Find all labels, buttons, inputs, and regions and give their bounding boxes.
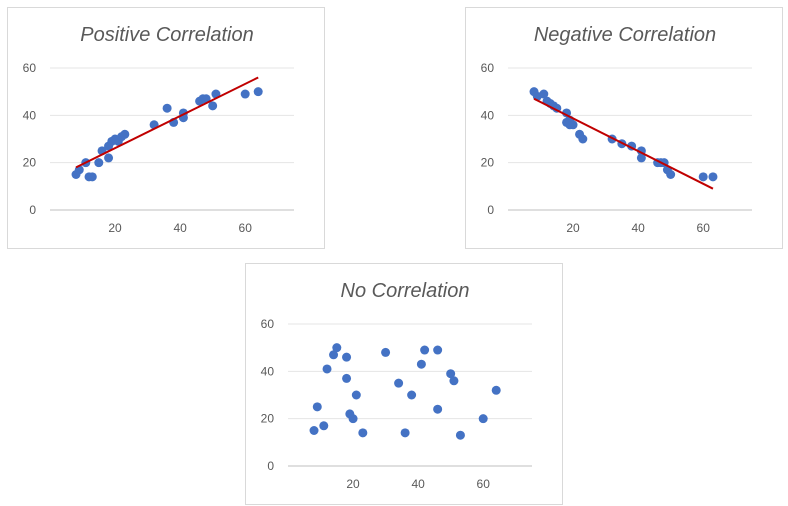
- data-point: [400, 428, 410, 438]
- data-point: [87, 172, 97, 182]
- data-point: [433, 345, 443, 355]
- data-point: [94, 158, 104, 168]
- data-point: [120, 129, 130, 139]
- data-point: [329, 350, 339, 360]
- data-point: [381, 347, 391, 357]
- y-tick-label: 20: [481, 156, 495, 170]
- data-point: [253, 87, 263, 97]
- y-tick-label: 60: [481, 61, 495, 75]
- data-point: [312, 402, 322, 412]
- data-point: [578, 134, 588, 144]
- data-point: [539, 89, 549, 99]
- data-point: [358, 428, 368, 438]
- data-point: [309, 426, 319, 435]
- chart-title: No Correlation: [341, 280, 470, 302]
- data-point: [319, 421, 329, 431]
- y-tick-label: 60: [23, 61, 37, 75]
- data-point: [698, 172, 708, 182]
- data-point: [394, 378, 404, 388]
- data-point: [322, 364, 332, 374]
- data-point: [478, 414, 488, 424]
- y-tick-label: 0: [29, 203, 36, 217]
- x-tick-label: 60: [697, 221, 711, 235]
- chart-title: Negative Correlation: [534, 24, 716, 46]
- chart-svg: Negative Correlation 0 20 40 60 20 40 60: [481, 24, 752, 235]
- y-tick-label: 60: [261, 317, 275, 331]
- data-point: [455, 430, 465, 440]
- data-point: [104, 153, 114, 163]
- data-point: [491, 385, 501, 395]
- negative-correlation-chart: Negative Correlation 0 20 40 60 20 40 60: [465, 7, 783, 249]
- chart-title: Positive Correlation: [80, 24, 253, 46]
- data-point: [407, 390, 417, 400]
- x-tick-label: 20: [346, 477, 360, 491]
- y-tick-label: 20: [261, 412, 275, 426]
- data-point: [162, 103, 172, 113]
- data-point: [449, 376, 459, 386]
- data-point: [240, 89, 250, 99]
- data-point: [208, 101, 218, 111]
- y-tick-label: 20: [23, 156, 37, 170]
- trendline: [75, 76, 259, 169]
- data-point: [342, 352, 352, 362]
- data-point: [332, 343, 342, 353]
- y-tick-label: 0: [267, 459, 274, 473]
- data-point: [446, 369, 456, 379]
- data-point: [568, 120, 578, 130]
- data-point: [348, 414, 358, 424]
- x-tick-label: 40: [173, 221, 187, 235]
- positive-correlation-chart: Positive Correlation 0 20 40 60 20 40 60: [7, 7, 325, 249]
- x-tick-label: 60: [477, 477, 491, 491]
- no-correlation-chart: No Correlation 0 20 40 60 20 40 60: [245, 263, 563, 505]
- data-point: [351, 390, 361, 400]
- data-point: [666, 170, 676, 179]
- data-point: [342, 373, 352, 383]
- chart-svg: No Correlation 0 20 40 60 20 40 60: [261, 280, 532, 491]
- data-point: [636, 153, 646, 163]
- y-tick-label: 0: [487, 203, 494, 217]
- x-tick-label: 40: [631, 221, 645, 235]
- data-point: [420, 345, 430, 355]
- trendline: [533, 97, 714, 190]
- y-tick-label: 40: [23, 108, 37, 122]
- x-tick-label: 20: [566, 221, 580, 235]
- x-tick-label: 60: [239, 221, 253, 235]
- data-point: [433, 404, 443, 414]
- x-tick-label: 40: [411, 477, 425, 491]
- data-point: [416, 359, 426, 369]
- x-tick-label: 20: [108, 221, 122, 235]
- data-point: [708, 172, 718, 182]
- chart-svg: Positive Correlation 0 20 40 60 20 40 60: [23, 24, 294, 235]
- y-tick-label: 40: [481, 108, 495, 122]
- y-tick-label: 40: [261, 364, 275, 378]
